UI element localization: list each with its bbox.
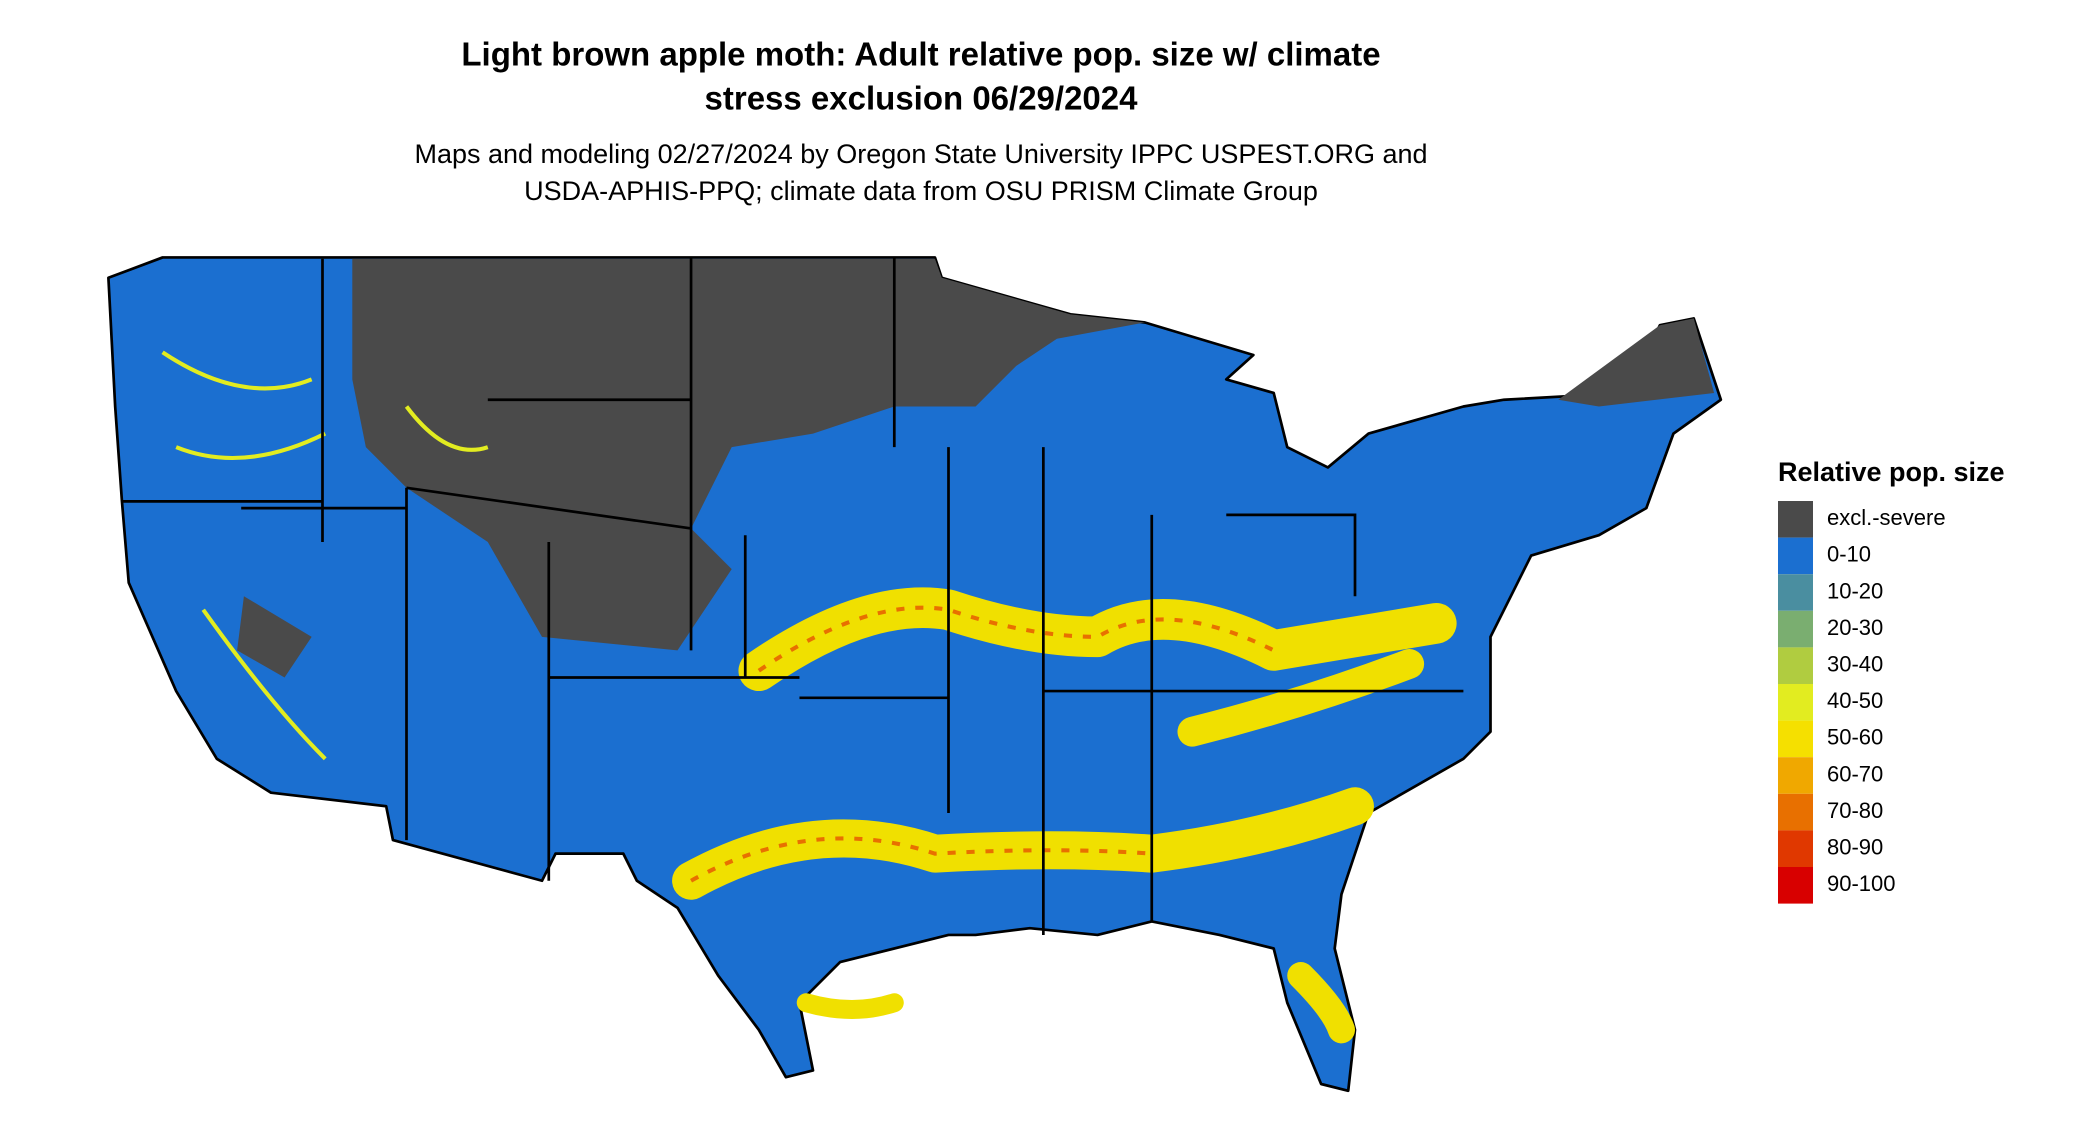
risk-band [1177,649,1425,747]
legend-swatch [1778,501,1813,538]
legend-swatch [1778,793,1813,831]
risk-band [757,605,1275,673]
risk-band [796,993,904,1019]
legend-swatch [1778,757,1813,794]
state-borders [121,257,1464,935]
legend-label: 50-60 [1827,725,1883,750]
subtitle: Maps and modeling 02/27/2024 by Oregon S… [414,139,1427,169]
legend-swatch [1778,574,1813,611]
legend-label: 40-50 [1827,688,1883,713]
subtitle: USDA-APHIS-PPQ; climate data from OSU PR… [524,176,1318,206]
legend-label: excl.-severe [1827,505,1946,530]
legend-label: 30-40 [1827,652,1883,677]
title: Light brown apple moth: Adult relative p… [461,36,1380,73]
excluded-region [352,258,1145,651]
legend-label: 70-80 [1827,798,1883,823]
risk-band [161,350,489,761]
legend-swatch [1778,720,1813,758]
excluded-region [1558,318,1715,407]
us-map [107,256,1723,1093]
legend: excl.-severe 0-10 10-20 20-30 30-40 40-50 50-6… [1778,501,1946,904]
legend-label: 80-90 [1827,835,1883,860]
legend-title: Relative pop. size [1778,457,2005,487]
legend-label: 20-30 [1827,615,1883,640]
legend-label: 90-100 [1827,871,1896,896]
legend-label: 60-70 [1827,761,1883,786]
risk-band [1287,962,1356,1044]
legend-label: 0-10 [1827,542,1871,567]
legend-swatch [1778,830,1813,867]
legend-label: 10-20 [1827,578,1883,603]
legend-swatch [1778,867,1813,904]
legend-swatch [1778,684,1813,721]
legend-swatch [1778,610,1813,648]
title: stress exclusion 06/29/2024 [705,80,1139,117]
legend-swatch [1778,537,1813,575]
risk-band [690,836,1152,883]
excluded-region [237,596,312,678]
legend-swatch [1778,647,1813,684]
